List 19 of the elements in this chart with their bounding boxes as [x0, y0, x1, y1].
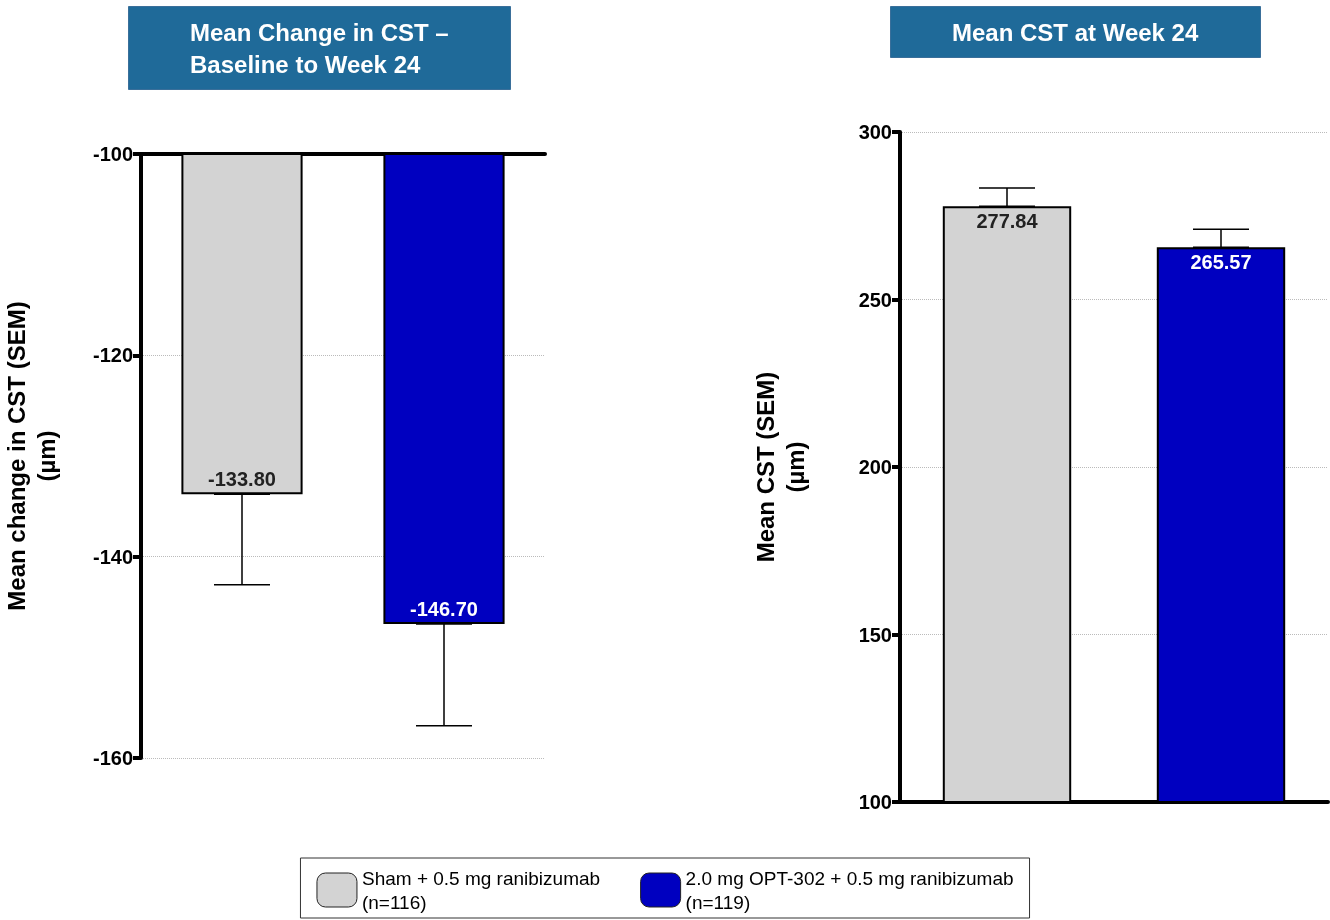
- data-label: 265.57: [1190, 251, 1252, 274]
- data-label: -146.70: [410, 598, 478, 621]
- y-tick-label: 300: [858, 121, 892, 143]
- legend-label: 2.0 mg OPT-302 + 0.5 mg ranibizumab (n=119): [685, 867, 1014, 913]
- y-tick-label: -100: [92, 143, 133, 165]
- y-tick-label: 200: [858, 456, 892, 478]
- y-tick-label: 150: [858, 623, 892, 646]
- data-label: -133.80: [208, 468, 276, 491]
- y-tick-label: -120: [92, 344, 133, 367]
- y-axis-title: Mean CST (SEM) (µm): [751, 371, 809, 563]
- y-tick-label: 100: [858, 791, 892, 813]
- chart-title: Mean CST at Week 24: [952, 18, 1199, 46]
- y-axis-title: Mean change in CST (SEM) (µm): [2, 301, 60, 611]
- chart-title: Mean Change in CST – Baseline to Week 24: [190, 18, 449, 78]
- legend-label: Sham + 0.5 mg ranibizumab (n=116): [361, 867, 601, 913]
- y-tick-label: -160: [92, 747, 133, 769]
- data-label: 277.84: [976, 210, 1039, 233]
- y-tick-label: 250: [858, 288, 892, 311]
- y-tick-label: -140: [92, 545, 133, 568]
